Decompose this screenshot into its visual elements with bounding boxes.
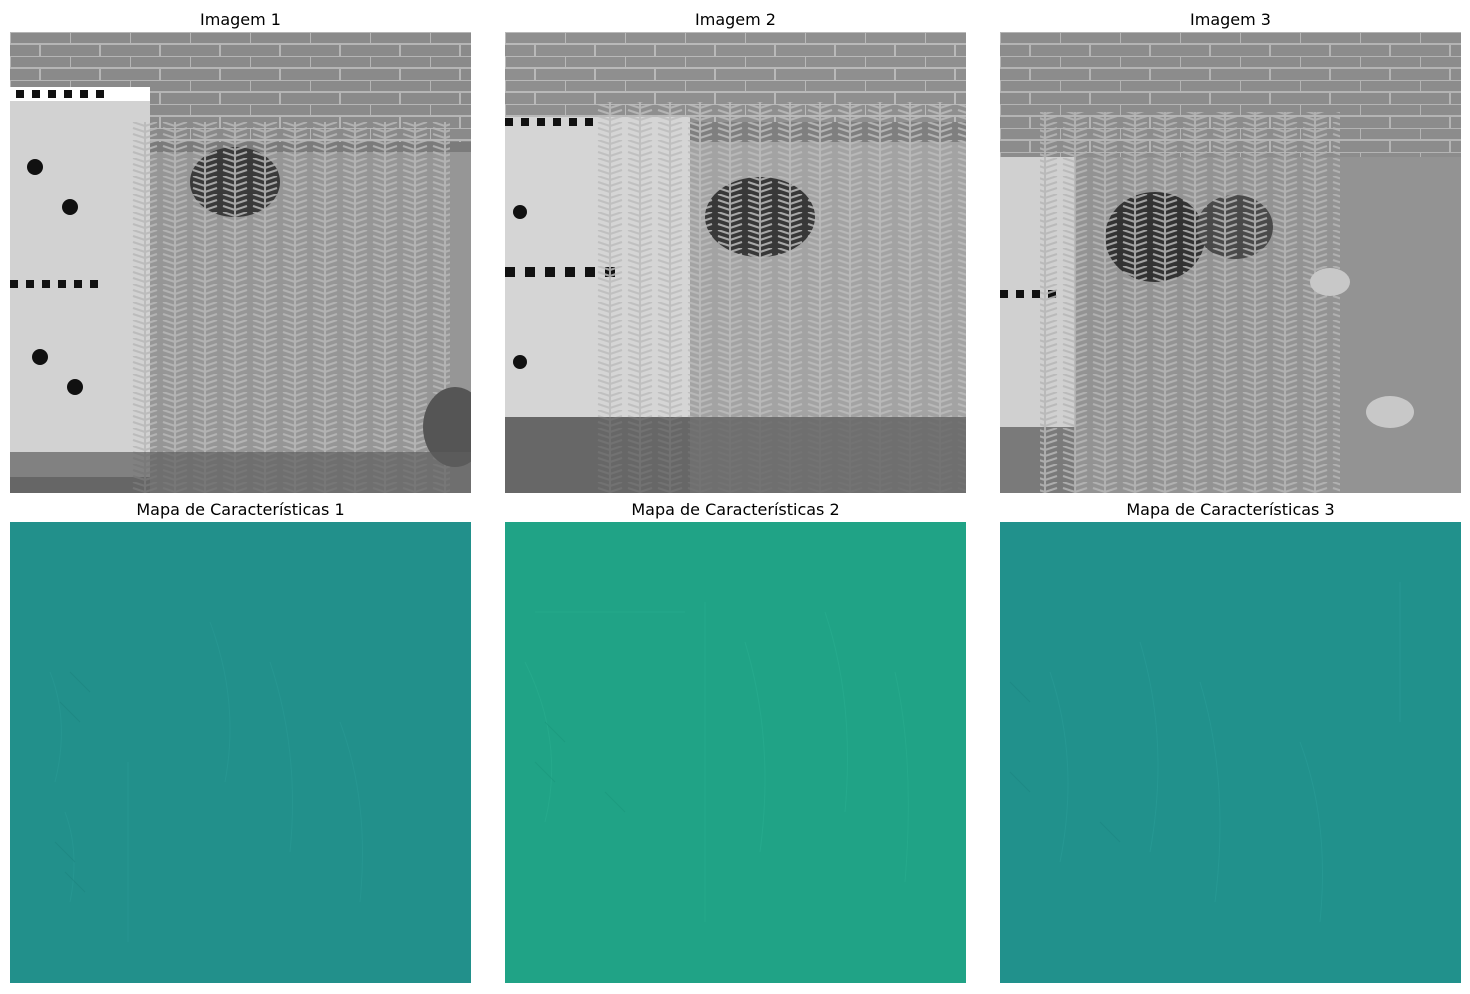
panel-title: Imagem 1 bbox=[200, 10, 281, 29]
panel-title: Mapa de Características 2 bbox=[631, 500, 840, 519]
feature-map-image bbox=[10, 522, 471, 983]
feature-map-image bbox=[1000, 522, 1461, 983]
photo-svg bbox=[10, 32, 471, 493]
panel-title: Mapa de Características 3 bbox=[1126, 500, 1335, 519]
panel-title: Mapa de Características 1 bbox=[136, 500, 345, 519]
photo-svg bbox=[505, 32, 966, 493]
grayscale-fern-photo bbox=[505, 32, 966, 493]
feature-map-svg bbox=[10, 522, 471, 983]
panel-title: Imagem 3 bbox=[1190, 10, 1271, 29]
feature-map-svg bbox=[1000, 522, 1461, 983]
feature-map-image bbox=[505, 522, 966, 983]
panel-title: Imagem 2 bbox=[695, 10, 776, 29]
feature-map-svg bbox=[505, 522, 966, 983]
grayscale-fern-photo bbox=[1000, 32, 1461, 493]
photo-svg bbox=[1000, 32, 1461, 493]
grayscale-fern-photo bbox=[10, 32, 471, 493]
